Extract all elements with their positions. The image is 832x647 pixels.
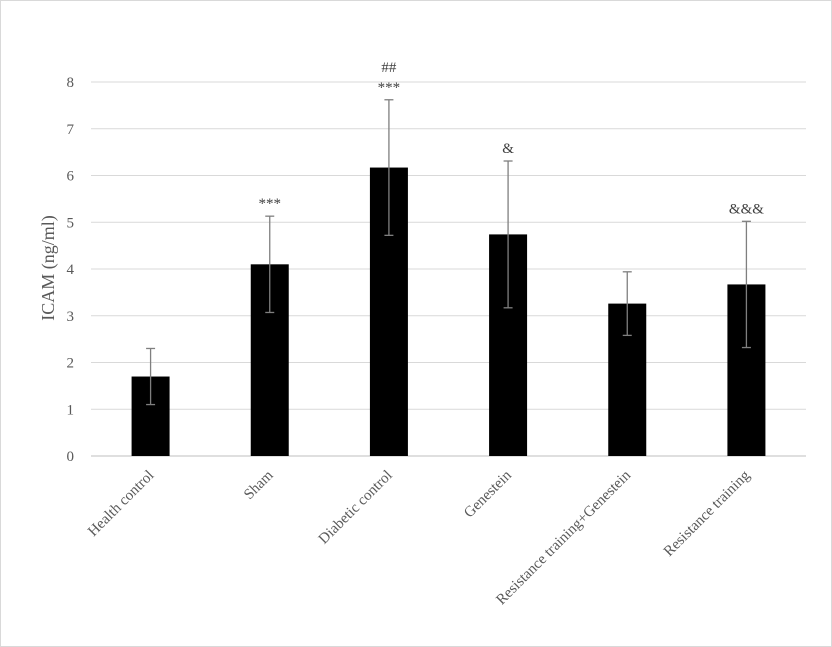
y-tick-label: 5: [67, 215, 75, 231]
y-tick-label: 7: [67, 122, 75, 138]
y-tick-label: 3: [67, 309, 75, 325]
error-bar: [741, 220, 751, 349]
error-bar: [384, 99, 394, 236]
y-tick-label: 6: [67, 169, 75, 185]
x-category-label: Health control: [85, 468, 157, 540]
error-bar: [622, 271, 632, 337]
significance-mark: ***: [378, 80, 401, 96]
x-category-label: Sham: [241, 467, 277, 503]
bars: [131, 167, 766, 457]
y-axis-label: ICAM (ng/ml): [38, 215, 59, 321]
significance-mark: ##: [381, 60, 397, 76]
y-tick-labels: 0 1 2 3 4 5 6 7 8: [67, 75, 75, 465]
x-category-labels: Health control Sham Diabetic control Genest…: [85, 467, 753, 608]
x-category-label: Genestein: [461, 467, 515, 521]
significance-mark: &&&: [729, 201, 764, 217]
y-tick-label: 2: [67, 356, 75, 372]
y-tick-label: 1: [67, 402, 75, 418]
significance-mark: ***: [259, 196, 282, 212]
x-category-label: Diabetic control: [316, 468, 396, 548]
error-bar: [503, 160, 513, 309]
error-bar: [146, 347, 156, 406]
gridlines: [91, 81, 806, 457]
x-category-label: Resistance training+Genestein: [493, 467, 634, 608]
error-bar: [265, 215, 275, 314]
y-tick-label: 0: [67, 449, 75, 465]
error-bars: [146, 99, 751, 406]
y-tick-label: 4: [67, 262, 75, 278]
significance-annotations: ******##&&&&: [259, 60, 765, 218]
x-category-label: Resistance training: [661, 467, 754, 560]
y-tick-label: 8: [67, 75, 75, 91]
significance-mark: &: [502, 141, 514, 157]
